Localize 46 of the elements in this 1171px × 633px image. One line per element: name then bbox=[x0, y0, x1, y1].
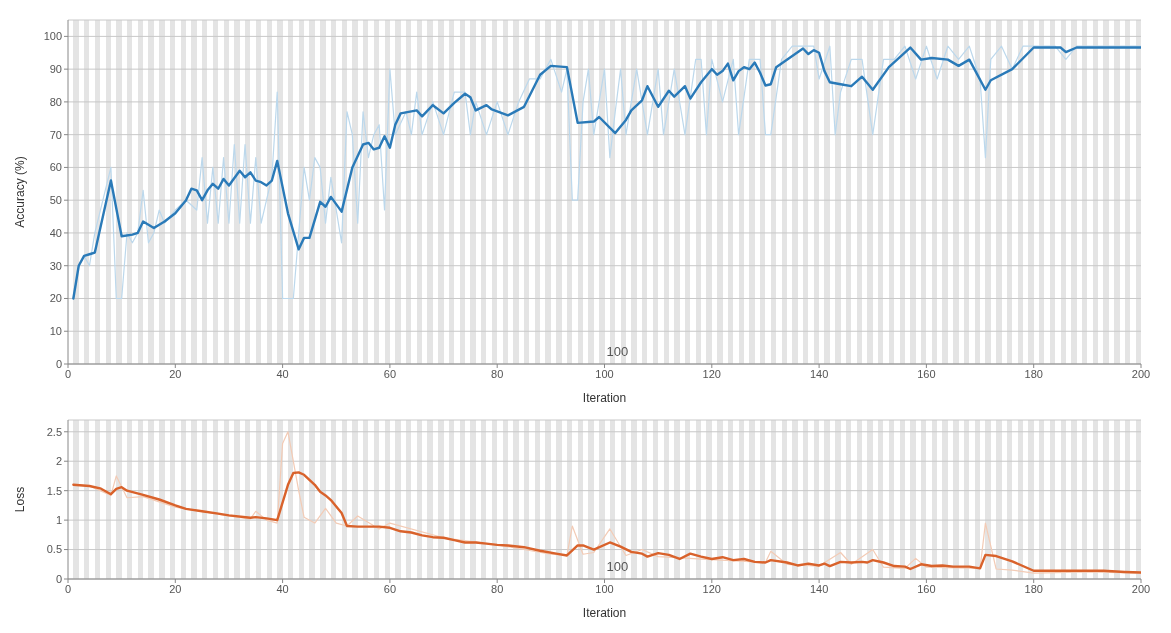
y-tick-label: 50 bbox=[49, 194, 62, 207]
x-tick-label: 180 bbox=[1024, 367, 1043, 380]
x-tick-label: 180 bbox=[1024, 582, 1043, 595]
x-tick-label: 160 bbox=[917, 582, 936, 595]
x-tick-label: 40 bbox=[276, 582, 289, 595]
y-tick-label: 0 bbox=[55, 572, 62, 585]
y-tick-label: 70 bbox=[49, 128, 62, 141]
y-tick-label: 30 bbox=[49, 259, 62, 272]
y-tick-label: 1.5 bbox=[46, 484, 62, 497]
y-tick-label: 10 bbox=[49, 325, 62, 338]
x-tick-label: 100 bbox=[595, 582, 614, 595]
y-tick-label: 90 bbox=[49, 63, 62, 76]
x-tick-label: 140 bbox=[809, 367, 829, 380]
x-tick-label: 200 bbox=[1131, 582, 1151, 595]
y-axis-title: Accuracy (%) bbox=[13, 156, 28, 228]
y-tick-label: 100 bbox=[43, 30, 62, 43]
x-tick-label: 20 bbox=[169, 367, 182, 380]
y-tick-label: 2 bbox=[55, 455, 62, 468]
x-tick-label: 100 bbox=[595, 367, 614, 380]
x-axis-title: Iteration bbox=[582, 606, 627, 620]
x-tick-label: 120 bbox=[702, 582, 721, 595]
x-tick-label: 200 bbox=[1131, 367, 1151, 380]
x-tick-label: 60 bbox=[383, 367, 397, 380]
x-tick-label: 40 bbox=[276, 367, 289, 380]
x-tick-label: 120 bbox=[702, 367, 721, 380]
x-tick-label: 140 bbox=[809, 582, 829, 595]
y-tick-label: 60 bbox=[49, 161, 62, 174]
y-tick-label: 20 bbox=[49, 292, 62, 305]
y-tick-label: 40 bbox=[49, 226, 62, 239]
y-tick-label: 1 bbox=[55, 514, 62, 527]
annotation: 100 bbox=[606, 559, 629, 574]
x-tick-label: 0 bbox=[64, 582, 72, 595]
x-axis-title: Iteration bbox=[582, 391, 627, 405]
x-tick-label: 160 bbox=[917, 367, 936, 380]
x-tick-label: 80 bbox=[491, 367, 504, 380]
y-tick-label: 0.5 bbox=[46, 543, 62, 556]
line-series bbox=[72, 471, 1141, 574]
y-axis-title: Loss bbox=[13, 486, 28, 513]
x-tick-label: 60 bbox=[383, 582, 397, 595]
y-tick-label: 80 bbox=[49, 95, 62, 108]
annotation: 100 bbox=[606, 344, 629, 359]
y-tick-label: 0 bbox=[55, 357, 62, 370]
x-tick-label: 80 bbox=[491, 582, 504, 595]
x-tick-label: 20 bbox=[169, 582, 182, 595]
y-tick-label: 2.5 bbox=[46, 425, 62, 438]
x-tick-label: 0 bbox=[64, 367, 72, 380]
